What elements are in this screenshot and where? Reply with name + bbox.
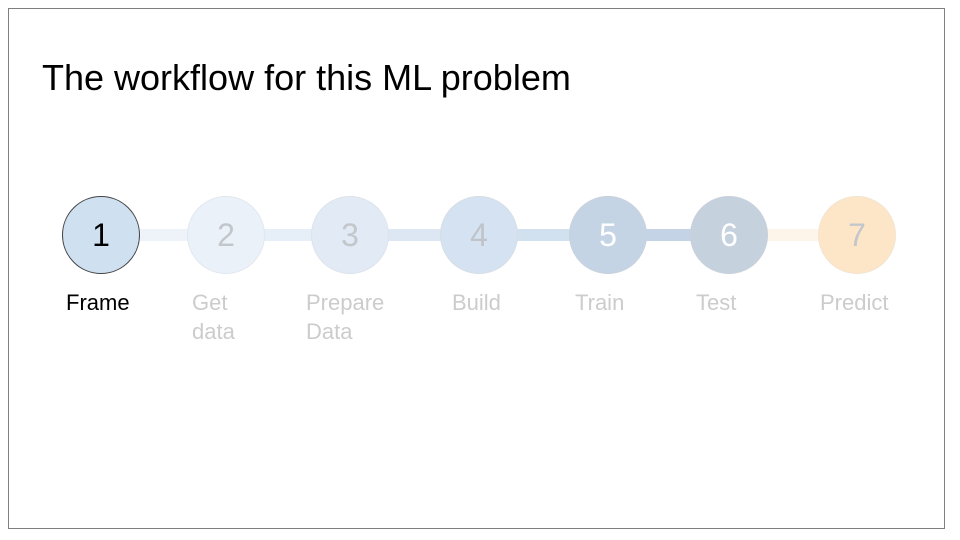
connector-5-6 <box>646 229 693 241</box>
step-3-label: Prepare Data <box>306 290 385 344</box>
step-6-label: Test <box>696 290 737 315</box>
step-4-circle: 4 <box>440 196 518 274</box>
step-3-circle: 3 <box>311 196 389 274</box>
step-5-label: Train <box>575 290 625 315</box>
step-2-label: Get data <box>192 290 235 344</box>
step-1-circle: 1 <box>62 196 140 274</box>
connector-1-2 <box>140 229 190 241</box>
step-4-label: Build <box>452 290 501 315</box>
connector-6-7 <box>767 229 820 241</box>
step-2-circle: 2 <box>187 196 265 274</box>
connector-2-3 <box>264 229 314 241</box>
connector-3-4 <box>388 229 442 241</box>
slide-title: The workflow for this ML problem <box>42 57 571 98</box>
step-7-circle: 7 <box>818 196 896 274</box>
step-7-label: Predict <box>820 290 889 315</box>
step-1-label: Frame <box>66 290 130 315</box>
step-6-circle: 6 <box>690 196 768 274</box>
connector-4-5 <box>517 229 571 241</box>
step-5-circle: 5 <box>569 196 647 274</box>
